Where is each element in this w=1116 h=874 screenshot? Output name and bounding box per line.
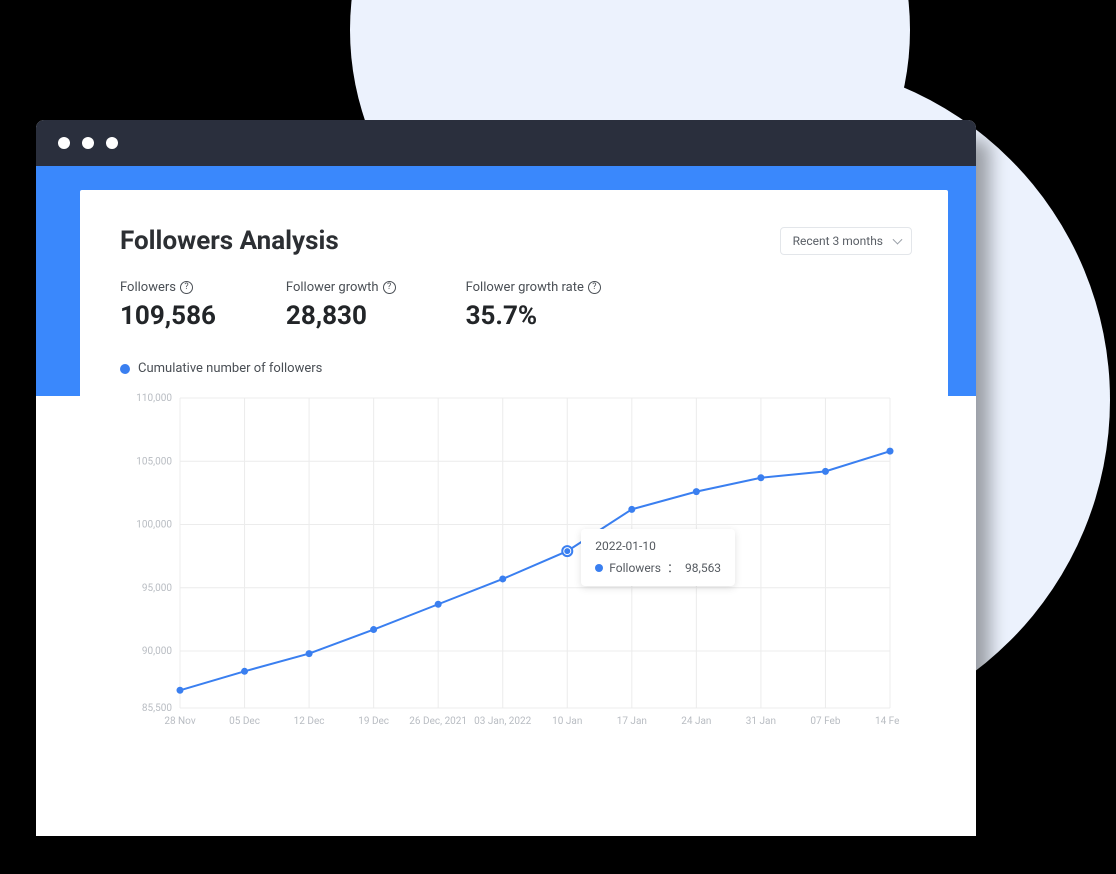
chart-container: 85,500 90,000 95,000 100,000 105,000 110,000 2… — [120, 388, 912, 752]
chart-tooltip: 2022-01-10 Followers ： 98,563 — [581, 529, 735, 586]
browser-window: Followers Analysis Recent 3 months Follo… — [36, 120, 976, 836]
legend-dot-icon — [120, 364, 130, 374]
svg-text:28 Nov: 28 Nov — [164, 716, 195, 727]
tooltip-value: 98,563 — [685, 561, 721, 575]
svg-text:100,000: 100,000 — [136, 520, 172, 531]
svg-text:90,000: 90,000 — [142, 646, 172, 657]
tooltip-separator: ： — [667, 559, 679, 576]
tooltip-dot-icon — [595, 564, 603, 572]
window-control-dot[interactable] — [82, 137, 94, 149]
svg-text:10 Jan: 10 Jan — [552, 716, 582, 727]
stats-row: Followers ? 109,586 Follower growth ? 28… — [120, 280, 912, 331]
svg-text:17 Jan: 17 Jan — [617, 716, 647, 727]
info-icon[interactable]: ? — [588, 281, 601, 294]
svg-text:12 Dec: 12 Dec — [294, 716, 325, 727]
stat-value: 35.7% — [466, 301, 601, 331]
chart-legend: Cumulative number of followers — [120, 361, 912, 376]
svg-text:03 Jan, 2022: 03 Jan, 2022 — [474, 716, 532, 727]
stat-value: 28,830 — [286, 301, 396, 331]
info-icon[interactable]: ? — [383, 281, 396, 294]
stat-label-text: Follower growth rate — [466, 280, 584, 295]
header-row: Followers Analysis Recent 3 months — [120, 226, 912, 256]
card: Followers Analysis Recent 3 months Follo… — [80, 190, 948, 836]
stat-label: Followers ? — [120, 280, 216, 295]
svg-text:19 Dec: 19 Dec — [358, 716, 389, 727]
window-control-dot[interactable] — [106, 137, 118, 149]
svg-text:31 Jan: 31 Jan — [746, 716, 776, 727]
stat-label-text: Followers — [120, 280, 176, 295]
svg-text:95,000: 95,000 — [142, 583, 172, 594]
window-titlebar — [36, 120, 976, 166]
svg-text:05 Dec: 05 Dec — [229, 716, 260, 727]
stat-label: Follower growth rate ? — [466, 280, 601, 295]
info-icon[interactable]: ? — [180, 281, 193, 294]
stat-label-text: Follower growth — [286, 280, 379, 295]
svg-text:110,000: 110,000 — [136, 393, 172, 404]
stat-growth-rate: Follower growth rate ? 35.7% — [466, 280, 601, 331]
tooltip-row: Followers ： 98,563 — [595, 559, 721, 576]
stat-growth: Follower growth ? 28,830 — [286, 280, 396, 331]
date-range-select[interactable]: Recent 3 months — [780, 227, 912, 255]
svg-text:105,000: 105,000 — [136, 456, 172, 467]
svg-text:26 Dec, 2021: 26 Dec, 2021 — [409, 716, 467, 727]
followers-line-chart: 85,500 90,000 95,000 100,000 105,000 110,000 2… — [120, 388, 900, 748]
stat-followers: Followers ? 109,586 — [120, 280, 216, 331]
legend-label: Cumulative number of followers — [138, 361, 322, 376]
svg-text:85,500: 85,500 — [142, 703, 172, 714]
window-control-dot[interactable] — [58, 137, 70, 149]
stat-value: 109,586 — [120, 301, 216, 331]
page-title: Followers Analysis — [120, 226, 339, 256]
svg-text:14 Feb: 14 Feb — [875, 716, 900, 727]
svg-text:24 Jan: 24 Jan — [681, 716, 711, 727]
date-range-value: Recent 3 months — [793, 234, 883, 248]
tooltip-date: 2022-01-10 — [595, 539, 721, 553]
stat-label: Follower growth ? — [286, 280, 396, 295]
svg-text:07 Feb: 07 Feb — [810, 716, 840, 727]
tooltip-label: Followers — [609, 561, 661, 575]
